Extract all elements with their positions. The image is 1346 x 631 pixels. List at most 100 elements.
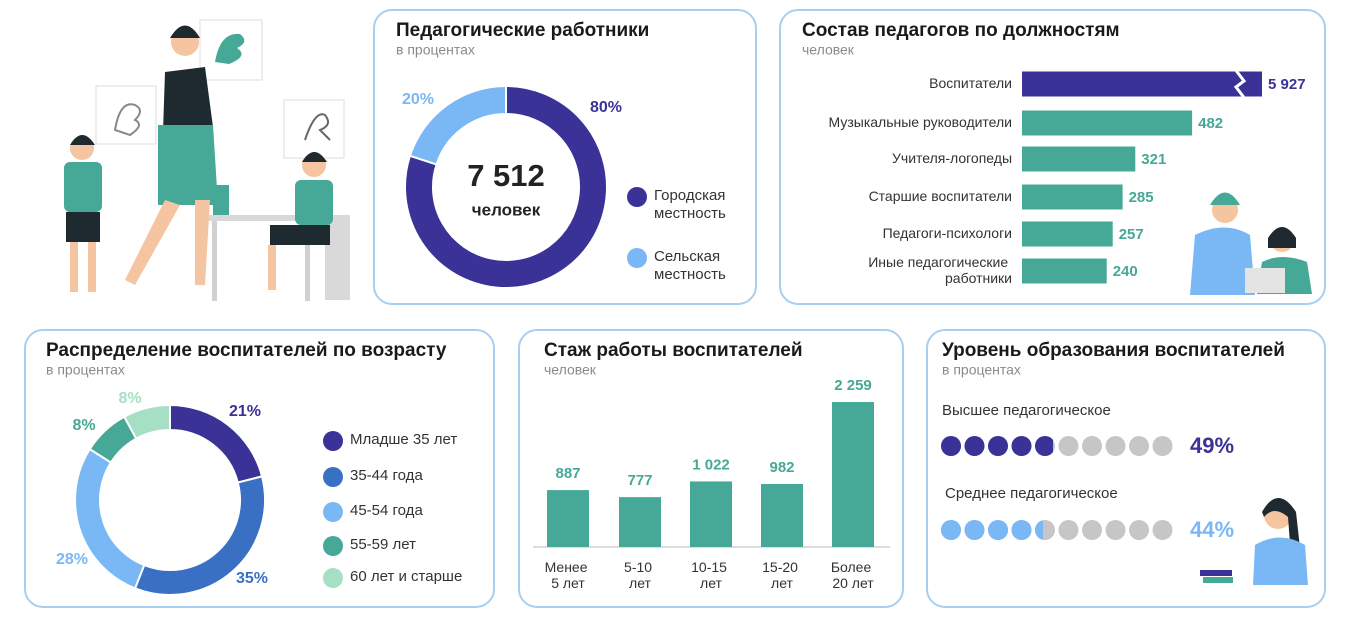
dot [1011, 520, 1032, 540]
illustration-teachers [1190, 192, 1312, 295]
value-label: 982 [769, 459, 794, 476]
legend-label: Младше 35 лет [350, 431, 457, 448]
dot-fill [941, 436, 1053, 456]
dot-empty [1105, 520, 1126, 540]
bar [1022, 110, 1193, 136]
dot-empty [1129, 520, 1149, 540]
bar [1022, 221, 1113, 247]
legend-label: 45-54 года [350, 502, 423, 519]
chart-title: Состав педагогов по должностям [802, 20, 1120, 41]
legend-swatch [323, 431, 343, 451]
x-tick-label: Менее 5 лет [545, 559, 592, 591]
dot [1011, 436, 1032, 456]
dot-empty [1152, 520, 1173, 540]
value-label: 887 [555, 465, 580, 482]
legend-swatch [323, 536, 343, 556]
dot [1035, 520, 1043, 540]
dot-empty [1082, 520, 1102, 540]
value-label: 285 [1129, 189, 1154, 206]
illustration-reader [1200, 498, 1308, 585]
category-label: Старшие воспитатели [869, 188, 1012, 204]
dot [964, 520, 985, 540]
chart-title: Педагогические работники [396, 20, 649, 41]
bar [832, 402, 874, 547]
value-label: 44% [1190, 517, 1234, 542]
donut-segment [404, 84, 608, 289]
category-label: Высшее педагогическое [942, 402, 1111, 419]
category-label: Иные педагогические работники [868, 254, 1012, 286]
legend-swatch [323, 467, 343, 487]
value-label: 5 927 [1268, 76, 1306, 93]
dot-empty [1058, 436, 1079, 456]
bar [1022, 71, 1262, 97]
value-label: 20% [402, 91, 434, 108]
axis-break [1233, 69, 1247, 99]
value-label: 1 022 [692, 456, 730, 473]
bar [1022, 258, 1107, 284]
legend-swatch [627, 248, 647, 268]
category-label: Педагоги-психологи [883, 225, 1012, 241]
legend-label: 35-44 года [350, 467, 423, 484]
chart-subtitle: в процентах [396, 42, 475, 58]
panel [373, 9, 757, 305]
value-label: 257 [1119, 226, 1144, 243]
legend-swatch [323, 568, 343, 588]
category-label: Музыкальные руководители [829, 114, 1012, 130]
value-label: 80% [590, 99, 622, 116]
dot-empty [1082, 436, 1102, 456]
donut-segment [408, 84, 507, 166]
legend-label: Городская местность [654, 187, 730, 222]
value-label: 35% [236, 570, 268, 587]
value-label: 2 259 [834, 377, 872, 394]
x-tick-label: 15-20 лет [762, 559, 802, 591]
illustration-children [64, 19, 350, 301]
category-label: Среднее педагогическое [945, 485, 1118, 502]
donut-segment [122, 403, 171, 441]
chart-subtitle: в процентах [942, 362, 1021, 378]
value-label: 21% [229, 403, 261, 420]
bar [619, 497, 661, 547]
chart-subtitle: в процентах [46, 362, 125, 378]
category-label: Учителя-логопеды [892, 150, 1012, 166]
x-tick-label: Более 20 лет [831, 559, 875, 591]
dot-fill [941, 520, 1043, 540]
dot [941, 520, 961, 540]
bar [761, 483, 803, 547]
category-label: Воспитатели [929, 75, 1012, 91]
dot [988, 436, 1008, 456]
x-tick-label: 5-10 лет [624, 559, 656, 591]
dot-empty [1105, 436, 1126, 456]
value-label: 321 [1141, 151, 1166, 168]
total-text: человек [472, 200, 541, 219]
legend-swatch [323, 502, 343, 522]
value-label: 482 [1198, 115, 1223, 132]
chart-title: Стаж работы воспитателей [544, 340, 803, 361]
chart-subtitle: человек [544, 362, 597, 378]
panel [518, 329, 904, 608]
chart-title: Уровень образования воспитателей [942, 340, 1285, 361]
value-label: 240 [1113, 263, 1138, 280]
bar [1022, 184, 1123, 210]
dot-empty [1129, 436, 1149, 456]
value-label: 28% [56, 551, 88, 568]
dot [988, 520, 1008, 540]
bar [690, 481, 732, 547]
dot [964, 436, 985, 456]
legend-label: 60 лет и старше [350, 568, 462, 585]
total-value: 7 512 [467, 158, 545, 193]
value-label: 8% [72, 417, 95, 434]
value-label: 8% [118, 390, 141, 407]
legend-label: 55-59 лет [350, 536, 416, 553]
x-tick-label: 10-15 лет [691, 559, 731, 591]
legend-swatch [627, 187, 647, 207]
bar [1022, 146, 1136, 172]
chart-subtitle: человек [802, 42, 855, 58]
dot [1035, 436, 1053, 456]
legend-label: Сельская местность [654, 248, 726, 283]
dot [941, 436, 961, 456]
value-label: 49% [1190, 433, 1234, 458]
value-label: 777 [627, 472, 652, 489]
dot-empty [1058, 520, 1079, 540]
chart-title: Распределение воспитателей по возрасту [46, 340, 447, 361]
